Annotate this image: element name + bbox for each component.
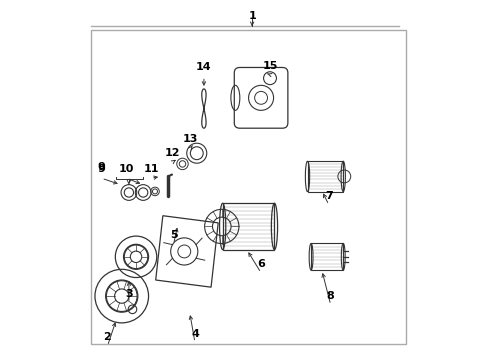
Text: 10: 10 (119, 164, 134, 174)
Bar (222, 203, 274, 249)
Text: 3: 3 (125, 289, 133, 299)
Text: 9: 9 (98, 162, 105, 172)
Text: 15: 15 (262, 61, 278, 71)
Bar (311, 243, 343, 270)
Text: 14: 14 (196, 63, 212, 72)
Text: 6: 6 (257, 259, 265, 269)
Text: 7: 7 (325, 191, 333, 201)
Text: 2: 2 (103, 332, 111, 342)
Text: 8: 8 (327, 291, 335, 301)
Text: 13: 13 (183, 134, 198, 144)
Bar (308, 161, 343, 192)
Text: 1: 1 (248, 11, 256, 21)
Text: 4: 4 (191, 329, 199, 339)
Text: 12: 12 (165, 148, 180, 158)
Text: 11: 11 (143, 164, 159, 174)
Text: 5: 5 (170, 230, 177, 240)
Text: 9: 9 (98, 164, 105, 174)
